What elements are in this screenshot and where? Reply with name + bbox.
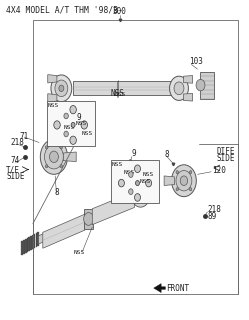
Circle shape bbox=[71, 123, 75, 127]
Circle shape bbox=[146, 179, 152, 187]
Text: NSS: NSS bbox=[76, 121, 87, 126]
Circle shape bbox=[129, 172, 133, 177]
Circle shape bbox=[189, 171, 192, 174]
Circle shape bbox=[174, 82, 184, 95]
Text: NSS: NSS bbox=[48, 103, 59, 108]
Text: NSS: NSS bbox=[112, 162, 123, 167]
Circle shape bbox=[189, 188, 192, 191]
Circle shape bbox=[64, 131, 68, 137]
Polygon shape bbox=[28, 237, 30, 251]
Circle shape bbox=[40, 139, 67, 174]
Polygon shape bbox=[37, 232, 39, 246]
Circle shape bbox=[176, 171, 179, 174]
Polygon shape bbox=[84, 209, 93, 229]
FancyBboxPatch shape bbox=[111, 160, 159, 203]
Polygon shape bbox=[48, 94, 57, 102]
Circle shape bbox=[129, 189, 133, 195]
Text: 9: 9 bbox=[131, 149, 136, 158]
Circle shape bbox=[136, 189, 146, 201]
Text: 74: 74 bbox=[11, 156, 20, 165]
Circle shape bbox=[70, 106, 76, 114]
Circle shape bbox=[176, 171, 192, 191]
Polygon shape bbox=[30, 236, 32, 250]
Polygon shape bbox=[92, 192, 134, 225]
Circle shape bbox=[196, 79, 205, 91]
Text: NSS: NSS bbox=[142, 172, 154, 177]
Circle shape bbox=[55, 80, 68, 97]
Polygon shape bbox=[39, 233, 44, 244]
Circle shape bbox=[59, 85, 64, 92]
Text: 71: 71 bbox=[19, 132, 29, 141]
Text: NSS: NSS bbox=[64, 125, 75, 130]
Circle shape bbox=[135, 180, 139, 186]
Text: 120: 120 bbox=[212, 166, 226, 175]
Polygon shape bbox=[23, 240, 25, 254]
Circle shape bbox=[84, 212, 94, 225]
Circle shape bbox=[134, 194, 140, 201]
Circle shape bbox=[45, 145, 63, 169]
Circle shape bbox=[45, 146, 48, 149]
Circle shape bbox=[172, 165, 196, 197]
Polygon shape bbox=[72, 81, 177, 95]
FancyBboxPatch shape bbox=[47, 101, 95, 146]
Text: 218: 218 bbox=[10, 138, 24, 147]
Circle shape bbox=[134, 165, 140, 172]
Text: FRONT: FRONT bbox=[167, 284, 190, 292]
Text: SIDE: SIDE bbox=[6, 172, 25, 181]
Circle shape bbox=[60, 165, 62, 168]
Text: NSS: NSS bbox=[139, 179, 151, 184]
Polygon shape bbox=[21, 241, 23, 255]
Polygon shape bbox=[154, 284, 165, 292]
Text: SIDE: SIDE bbox=[216, 154, 235, 163]
Text: 8: 8 bbox=[165, 150, 169, 159]
Circle shape bbox=[119, 179, 124, 187]
Polygon shape bbox=[184, 76, 192, 83]
Circle shape bbox=[45, 165, 48, 168]
Circle shape bbox=[50, 151, 58, 163]
Circle shape bbox=[51, 75, 72, 102]
Polygon shape bbox=[164, 176, 175, 186]
Text: NSS: NSS bbox=[123, 170, 134, 175]
Polygon shape bbox=[48, 75, 57, 83]
Polygon shape bbox=[36, 233, 37, 247]
Circle shape bbox=[81, 121, 87, 129]
Text: DIFE: DIFE bbox=[216, 147, 235, 156]
Text: 9: 9 bbox=[76, 113, 81, 122]
Circle shape bbox=[170, 76, 188, 100]
Text: 8: 8 bbox=[55, 188, 59, 197]
Circle shape bbox=[54, 121, 60, 129]
Circle shape bbox=[176, 188, 179, 191]
Circle shape bbox=[60, 146, 62, 149]
Text: 89: 89 bbox=[207, 212, 217, 221]
Polygon shape bbox=[34, 234, 35, 248]
Text: T/F: T/F bbox=[6, 165, 20, 174]
Text: NSS: NSS bbox=[110, 89, 124, 98]
Polygon shape bbox=[27, 238, 28, 252]
Polygon shape bbox=[184, 93, 192, 101]
Polygon shape bbox=[43, 214, 85, 248]
Text: 4X4 MODEL A/T THM '98/B-: 4X4 MODEL A/T THM '98/B- bbox=[6, 5, 123, 14]
Polygon shape bbox=[25, 239, 27, 253]
Text: NSS: NSS bbox=[81, 131, 92, 136]
Polygon shape bbox=[32, 235, 34, 249]
Polygon shape bbox=[63, 152, 76, 162]
Text: 300: 300 bbox=[113, 7, 126, 16]
Text: 218: 218 bbox=[207, 204, 221, 214]
Text: NSS: NSS bbox=[115, 92, 126, 97]
Text: 103: 103 bbox=[189, 57, 203, 66]
Circle shape bbox=[131, 183, 150, 207]
Circle shape bbox=[64, 113, 68, 119]
Circle shape bbox=[70, 136, 76, 144]
Circle shape bbox=[180, 176, 188, 186]
Text: NSS: NSS bbox=[74, 250, 85, 255]
Polygon shape bbox=[200, 72, 214, 99]
